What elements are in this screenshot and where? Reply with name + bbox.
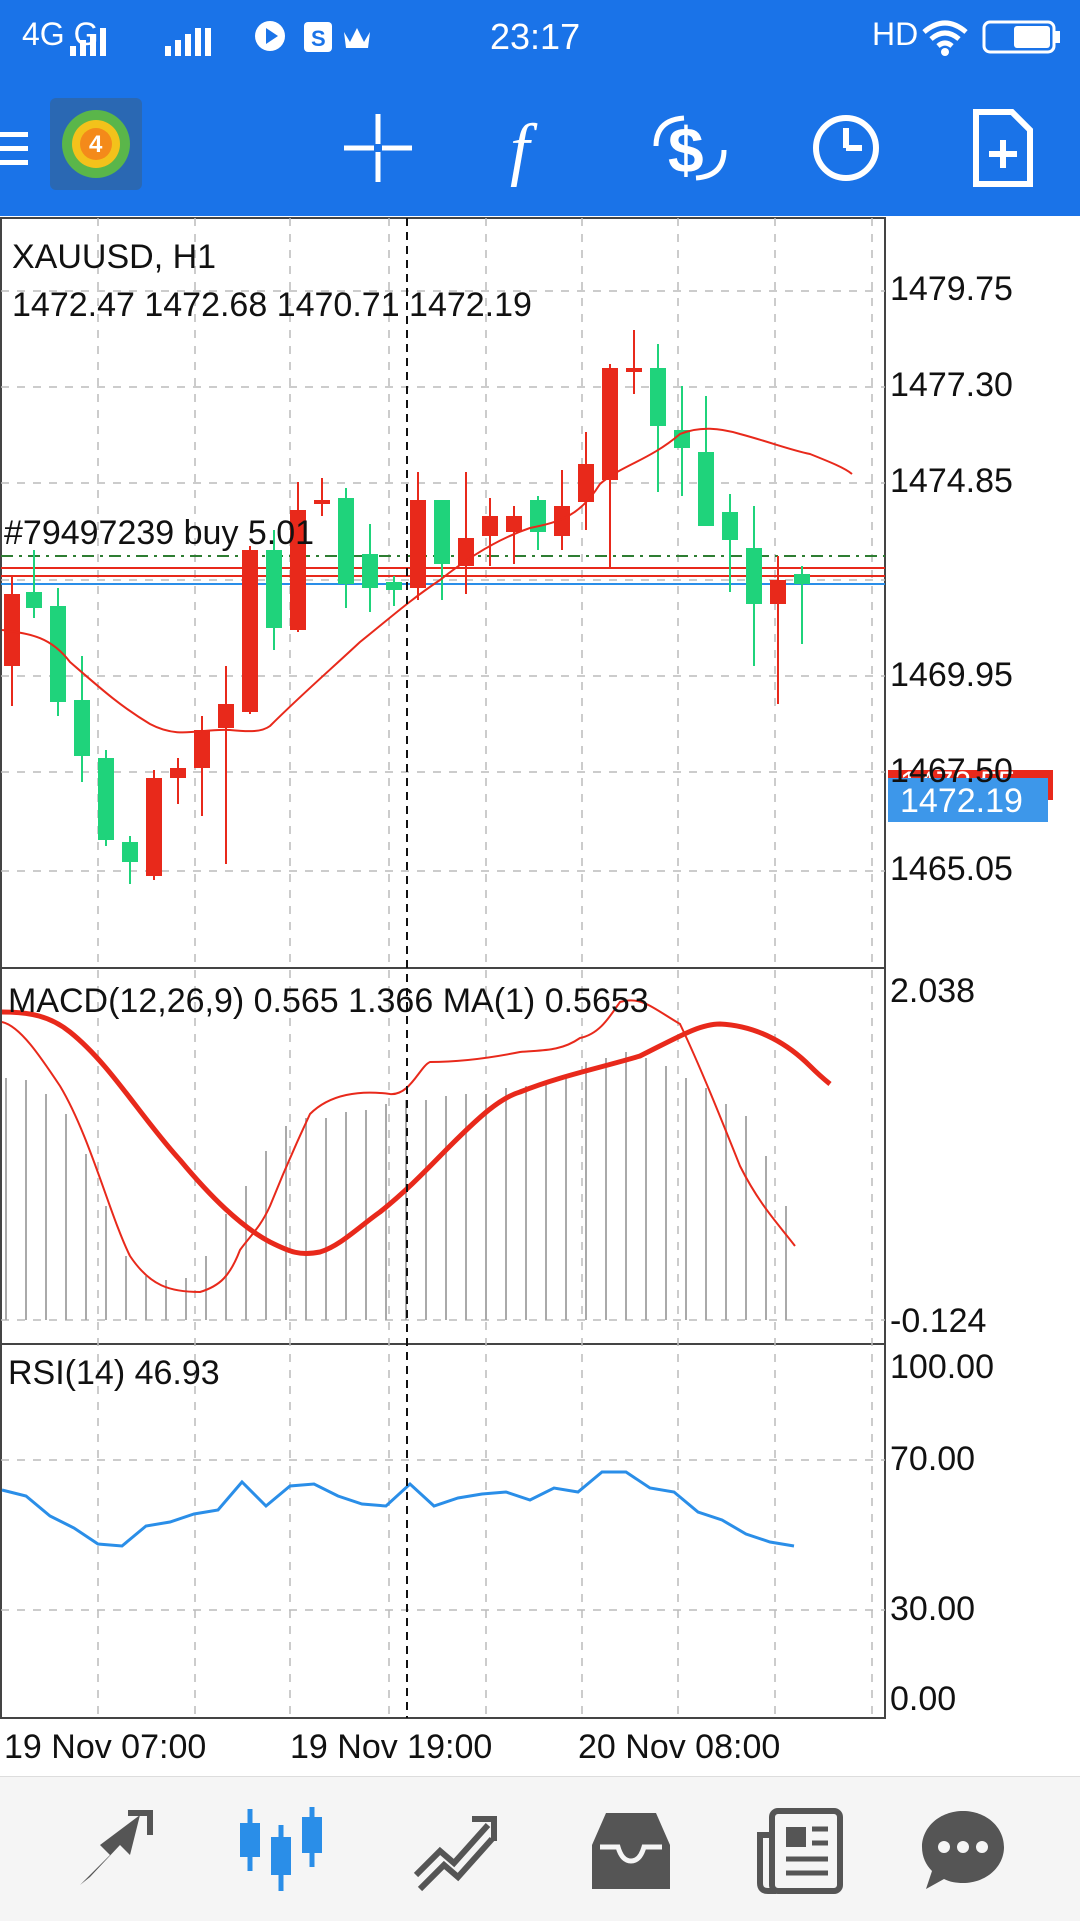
svg-text:4: 4: [89, 131, 103, 158]
signal-4g-icon: [70, 28, 106, 56]
candle-body: [482, 516, 498, 536]
candle-body: [602, 368, 618, 480]
candle-body: [4, 594, 20, 666]
rsi-label: RSI(14) 46.93: [8, 1354, 220, 1392]
hd-indicator: HD: [872, 16, 919, 52]
svg-text:$: $: [668, 114, 704, 186]
app-notification-icons: S: [255, 21, 370, 52]
chart-icon[interactable]: [236, 1805, 326, 1895]
macd-main-line: [1, 999, 796, 1294]
mt4-logo-icon[interactable]: 4: [50, 98, 142, 190]
price-axis-label: 1474.85: [890, 462, 1013, 500]
candle-body: [554, 506, 570, 536]
history-icon[interactable]: [586, 1805, 676, 1895]
candle-body: [314, 500, 330, 504]
candle-body: [242, 550, 258, 712]
bid-price-tag-text: 1472.19: [900, 782, 1023, 820]
order-label: #79497239 buy 5.01: [4, 514, 314, 552]
menu-icon[interactable]: [0, 106, 34, 190]
timeframe-icon[interactable]: [804, 106, 888, 190]
chart-area[interactable]: 1472.55 1472.19 XAUUSD, H1 1472.47 1472.…: [0, 216, 1080, 1776]
quotes-icon[interactable]: [70, 1805, 160, 1895]
candle-body: [794, 574, 810, 584]
svg-text:f: f: [510, 111, 538, 188]
rsi-axis-label: 0.00: [890, 1680, 956, 1718]
top-toolbar: 4 f $: [0, 78, 1080, 216]
candle-body: [626, 368, 642, 372]
candle-body: [74, 700, 90, 756]
svg-text:S: S: [311, 26, 326, 51]
candle-body: [266, 550, 282, 628]
candle-body: [290, 510, 306, 630]
chart-canvas[interactable]: 1472.55 1472.19 XAUUSD, H1 1472.47 1472.…: [0, 216, 1080, 1776]
rsi-axis-label: 30.00: [890, 1590, 975, 1628]
time-axis-label: 19 Nov 07:00: [4, 1728, 206, 1766]
candle-body: [98, 758, 114, 840]
symbol-label: XAUUSD, H1: [12, 238, 216, 276]
candle-body: [50, 606, 66, 702]
candle-body: [410, 500, 426, 588]
macd-axis-label: -0.124: [890, 1302, 986, 1340]
candle-body: [506, 516, 522, 532]
moving-average-line: [1, 427, 853, 734]
chat-icon[interactable]: [918, 1805, 1008, 1895]
indicators-icon[interactable]: f: [490, 106, 574, 190]
candle-body: [698, 452, 714, 526]
ohlc-label: 1472.47 1472.68 1470.71 1472.19: [12, 286, 532, 324]
status-bar: 4G G S 23:17 HD: [0, 0, 1080, 78]
battery-icon: [982, 20, 1060, 54]
rsi-line: [1, 1470, 795, 1548]
trade-nav-icon[interactable]: [410, 1805, 500, 1895]
price-axis-label: 1465.05: [890, 850, 1013, 888]
candle-body: [122, 842, 138, 862]
candle-body: [338, 498, 354, 584]
candle-body: [746, 548, 762, 604]
rsi-axis-label: 70.00: [890, 1440, 975, 1478]
crosshair-icon[interactable]: [336, 106, 420, 190]
news-icon[interactable]: [756, 1805, 846, 1895]
price-axis-label: 1469.95: [890, 656, 1013, 694]
time-axis-label: 20 Nov 08:00: [578, 1728, 780, 1766]
price-axis-label: 1479.75: [890, 270, 1013, 308]
candle-body: [170, 768, 186, 778]
macd-label: MACD(12,26,9) 0.565 1.366 MA(1) 0.5653: [8, 982, 649, 1020]
candle-body: [530, 500, 546, 532]
price-axis-label: 1477.30: [890, 366, 1013, 404]
candle-body: [362, 554, 378, 588]
candle-body: [26, 592, 42, 608]
candle-body: [218, 704, 234, 728]
macd-axis-label: 2.038: [890, 972, 975, 1010]
bottom-navigation: [0, 1776, 1080, 1921]
time-axis-label: 19 Nov 19:00: [290, 1728, 492, 1766]
candle-body: [386, 582, 402, 590]
candle-body: [578, 464, 594, 502]
macd-signal-line: [1, 1009, 832, 1257]
trade-icon[interactable]: $: [648, 106, 732, 190]
rsi-axis-label: 100.00: [890, 1348, 994, 1386]
price-axis-label: 1467.50: [890, 752, 1013, 790]
new-order-icon[interactable]: [960, 106, 1044, 190]
candle-body: [434, 500, 450, 564]
candle-body: [722, 512, 738, 540]
signal-g-icon: [165, 28, 211, 56]
clock: 23:17: [490, 16, 581, 57]
candle-body: [146, 778, 162, 876]
candle-body: [650, 368, 666, 426]
wifi-icon: [922, 20, 968, 56]
bid-price-tag: [888, 778, 1048, 822]
candle-body: [194, 730, 210, 768]
candle-body: [770, 580, 786, 604]
